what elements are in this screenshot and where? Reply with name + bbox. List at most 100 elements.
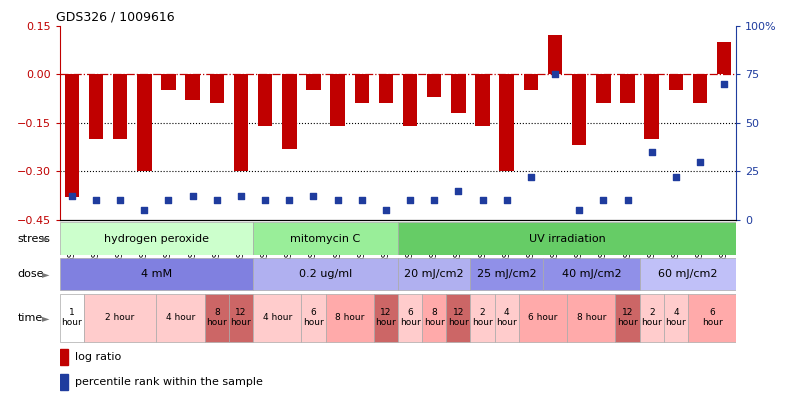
Text: 20 mJ/cm2: 20 mJ/cm2 [404, 269, 464, 279]
Point [235, 193, 248, 200]
Bar [500, 74, 514, 171]
Text: 4 hour: 4 hour [166, 313, 195, 322]
Point [259, 197, 271, 204]
Bar [640, 258, 736, 290]
Bar [615, 294, 640, 341]
Bar [60, 349, 68, 365]
Bar [113, 74, 127, 139]
Bar [398, 258, 470, 290]
Text: 12
hour: 12 hour [448, 308, 469, 327]
Bar [640, 294, 664, 341]
Text: 8
hour: 8 hour [206, 308, 227, 327]
Bar [185, 74, 200, 100]
Bar [88, 74, 103, 139]
Text: ►: ► [42, 313, 50, 323]
Bar [422, 294, 447, 341]
Text: 6
hour: 6 hour [303, 308, 324, 327]
Text: 12
hour: 12 hour [617, 308, 638, 327]
Bar [137, 74, 151, 171]
Bar [543, 258, 640, 290]
Bar [470, 258, 543, 290]
Point [573, 207, 586, 213]
Point [186, 193, 199, 200]
Text: 8 hour: 8 hour [335, 313, 365, 322]
Bar [253, 294, 302, 341]
Bar [84, 294, 156, 341]
Bar [567, 294, 615, 341]
Text: 6
hour: 6 hour [702, 308, 723, 327]
Text: dose: dose [18, 269, 44, 279]
Text: mitomycin C: mitomycin C [291, 234, 361, 244]
Point [669, 174, 682, 180]
Bar [524, 74, 538, 90]
Bar [398, 223, 736, 255]
Point [597, 197, 610, 204]
Point [476, 197, 489, 204]
Point [114, 197, 127, 204]
Bar [475, 74, 490, 126]
Point [307, 193, 320, 200]
Bar [60, 258, 253, 290]
Point [162, 197, 175, 204]
Text: 0.2 ug/ml: 0.2 ug/ml [298, 269, 352, 279]
Bar [205, 294, 229, 341]
Bar [354, 74, 369, 103]
Text: 4
hour: 4 hour [665, 308, 686, 327]
Bar [302, 294, 326, 341]
Bar [717, 42, 732, 74]
Bar [494, 294, 519, 341]
Point [525, 174, 537, 180]
Bar [253, 258, 398, 290]
Text: 40 mJ/cm2: 40 mJ/cm2 [561, 269, 621, 279]
Point [548, 71, 561, 77]
Text: 4
hour: 4 hour [497, 308, 517, 327]
Bar [447, 294, 470, 341]
Point [693, 158, 706, 165]
Bar [403, 74, 417, 126]
Text: 25 mJ/cm2: 25 mJ/cm2 [477, 269, 537, 279]
Bar [234, 74, 248, 171]
Bar [161, 74, 176, 90]
Bar [258, 74, 272, 126]
Text: log ratio: log ratio [75, 352, 121, 362]
Bar [669, 74, 683, 90]
Bar [306, 74, 321, 90]
Bar [379, 74, 393, 103]
Text: 4 mM: 4 mM [141, 269, 172, 279]
Bar [64, 74, 79, 197]
Text: 1
hour: 1 hour [61, 308, 82, 327]
Point [380, 207, 392, 213]
Text: 60 mJ/cm2: 60 mJ/cm2 [658, 269, 718, 279]
Bar [374, 294, 398, 341]
Bar [253, 223, 398, 255]
Point [404, 197, 416, 204]
Text: 4 hour: 4 hour [263, 313, 292, 322]
Point [355, 197, 368, 204]
Point [501, 197, 513, 204]
Bar [664, 294, 688, 341]
Point [718, 81, 731, 87]
Point [210, 197, 223, 204]
Text: 8 hour: 8 hour [576, 313, 606, 322]
Point [283, 197, 295, 204]
Point [621, 197, 634, 204]
Bar [60, 223, 253, 255]
Point [138, 207, 150, 213]
Point [452, 187, 465, 194]
Bar [470, 294, 494, 341]
Bar [60, 374, 68, 390]
Bar [229, 294, 253, 341]
Bar [330, 74, 345, 126]
Text: percentile rank within the sample: percentile rank within the sample [75, 377, 263, 387]
Text: 8
hour: 8 hour [424, 308, 445, 327]
Point [428, 197, 441, 204]
Bar [693, 74, 708, 103]
Bar [427, 74, 442, 97]
Bar [572, 74, 587, 145]
Bar [451, 74, 466, 113]
Text: 2
hour: 2 hour [472, 308, 493, 327]
Bar [620, 74, 635, 103]
Text: 6
hour: 6 hour [400, 308, 420, 327]
Text: stress: stress [18, 234, 50, 244]
Bar [519, 294, 567, 341]
